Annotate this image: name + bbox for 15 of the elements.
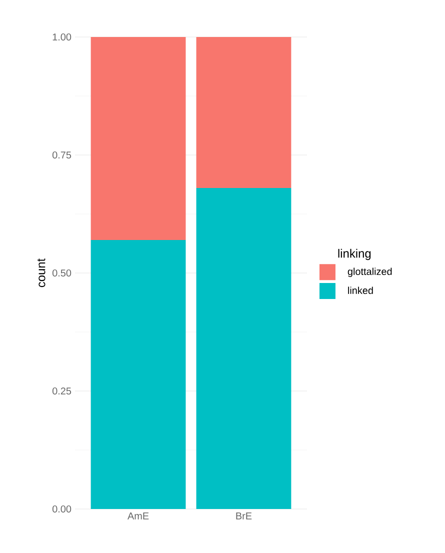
bar (196, 188, 292, 509)
bar (90, 36, 186, 240)
y-tick-label: 0.50 (52, 269, 72, 277)
x-tick-label: AmE (127, 512, 149, 520)
y-tick-label: 0.00 (52, 505, 72, 513)
y-axis-title: count (37, 258, 46, 288)
bar (90, 240, 186, 509)
legend-label: linked (348, 286, 373, 294)
legend-title: linking (338, 248, 371, 260)
y-tick-label: 0.75 (52, 151, 72, 159)
y-tick-label: 1.00 (52, 33, 72, 41)
y-tick-label: 0.25 (52, 387, 72, 395)
legend-label: glottalized (348, 268, 392, 277)
x-tick-label: BrE (236, 512, 252, 520)
bar (196, 36, 292, 188)
